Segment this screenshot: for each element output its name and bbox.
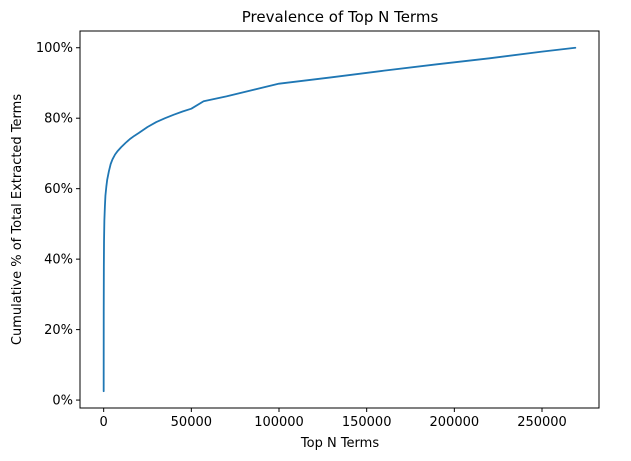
plot-area	[102, 46, 577, 393]
y-tick-label: 0%	[52, 394, 73, 409]
y-tick-label: 80%	[44, 112, 73, 127]
axes-frame	[79, 30, 600, 409]
x-axis-label: Top N Terms	[300, 436, 379, 451]
x-axis: 0 50000 100000 150000 200000 250000	[100, 408, 567, 430]
series-line	[102, 46, 577, 393]
y-axis: 0% 20% 40% 60% 80% 100%	[36, 41, 80, 409]
x-tick-label: 0	[100, 415, 108, 430]
y-tick-label: 40%	[44, 253, 73, 268]
x-tick-label: 200000	[430, 415, 480, 430]
x-tick-label: 50000	[171, 415, 212, 430]
x-tick-label: 250000	[517, 415, 567, 430]
y-tick-label: 100%	[36, 41, 73, 56]
chart-title: Prevalence of Top N Terms	[242, 8, 439, 26]
x-tick-label: 100000	[254, 415, 304, 430]
x-tick-label: 150000	[342, 415, 392, 430]
y-tick-label: 60%	[44, 182, 73, 197]
y-axis-label: Cumulative % of Total Extracted Terms	[10, 94, 25, 345]
y-tick-label: 20%	[44, 323, 73, 338]
